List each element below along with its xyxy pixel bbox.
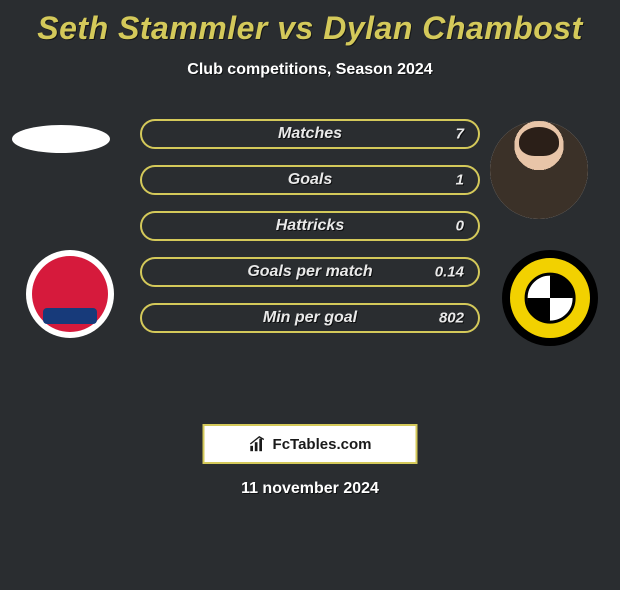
stat-label: Min per goal bbox=[263, 309, 357, 327]
club-left-badge bbox=[26, 250, 114, 338]
stat-value-right: 1 bbox=[456, 172, 464, 189]
stat-value-right: 802 bbox=[439, 310, 464, 327]
stat-row-hattricks: Hattricks 0 bbox=[140, 211, 480, 241]
stat-label: Matches bbox=[278, 125, 342, 143]
stat-rows: Matches 7 Goals 1 Hattricks 0 Goals per … bbox=[140, 119, 480, 349]
subtitle: Club competitions, Season 2024 bbox=[0, 61, 620, 79]
brand-badge: FcTables.com bbox=[203, 424, 418, 464]
brand-text: FcTables.com bbox=[273, 436, 372, 453]
stat-value-right: 0.14 bbox=[435, 264, 464, 281]
stat-value-right: 7 bbox=[456, 126, 464, 143]
player-right-photo bbox=[490, 121, 588, 219]
player-right-avatar bbox=[490, 121, 588, 219]
stat-label: Goals per match bbox=[247, 263, 372, 281]
stat-label: Goals bbox=[288, 171, 332, 189]
player-left-avatar bbox=[12, 125, 110, 153]
columbus-crew-badge-icon bbox=[506, 254, 594, 342]
stat-value-right: 0 bbox=[456, 218, 464, 235]
stat-row-gpm: Goals per match 0.14 bbox=[140, 257, 480, 287]
date-line: 11 november 2024 bbox=[0, 480, 620, 498]
page-title: Seth Stammler vs Dylan Chambost bbox=[0, 10, 620, 47]
club-right-badge bbox=[502, 250, 598, 346]
stat-row-goals: Goals 1 bbox=[140, 165, 480, 195]
redbull-badge-icon bbox=[32, 256, 108, 332]
stat-row-matches: Matches 7 bbox=[140, 119, 480, 149]
chart-icon bbox=[249, 435, 267, 453]
stat-row-mpg: Min per goal 802 bbox=[140, 303, 480, 333]
stat-label: Hattricks bbox=[276, 217, 344, 235]
